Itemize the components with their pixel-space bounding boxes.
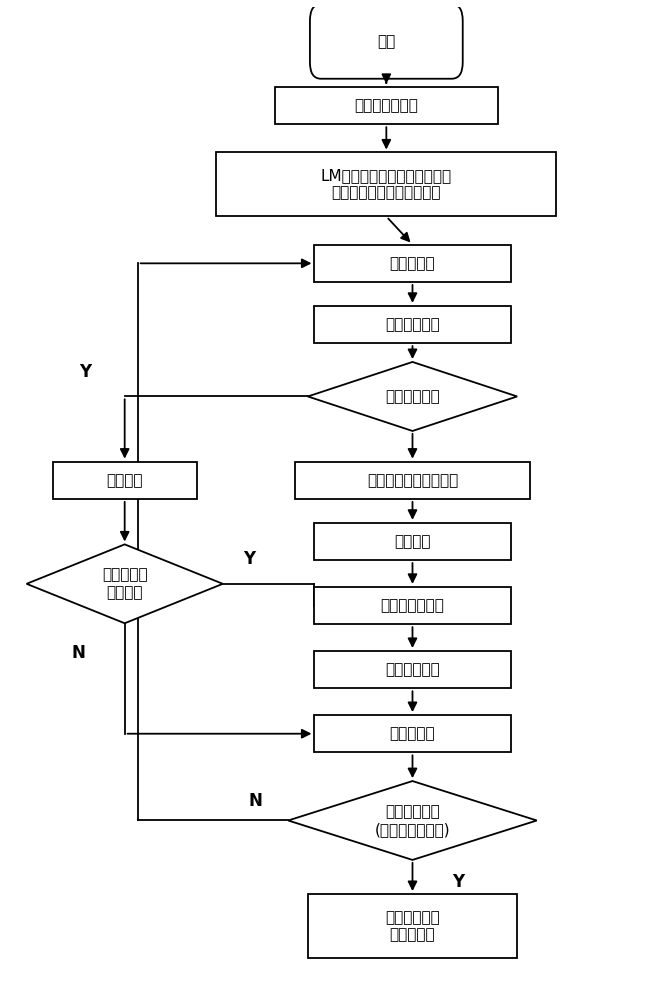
- FancyBboxPatch shape: [53, 462, 196, 499]
- Text: 开始: 开始: [377, 34, 395, 49]
- Text: 更新决策域: 更新决策域: [389, 726, 436, 741]
- FancyBboxPatch shape: [315, 715, 510, 752]
- Text: Y: Y: [79, 363, 92, 381]
- Text: 更新荧光素: 更新荧光素: [389, 256, 436, 271]
- Text: 统计概率选择优秀个体: 统计概率选择优秀个体: [367, 473, 458, 488]
- Text: LM神经网络的均方误差函数作
为萤火虫个体的适应度函数: LM神经网络的均方误差函数作 为萤火虫个体的适应度函数: [321, 168, 452, 201]
- FancyBboxPatch shape: [315, 651, 510, 688]
- FancyBboxPatch shape: [216, 152, 556, 216]
- FancyBboxPatch shape: [295, 462, 530, 499]
- FancyBboxPatch shape: [315, 245, 510, 282]
- Text: 满足终止条件
(精度或迭代次数): 满足终止条件 (精度或迭代次数): [375, 804, 450, 837]
- Text: Y: Y: [243, 550, 255, 568]
- Text: N: N: [248, 792, 263, 810]
- FancyBboxPatch shape: [315, 306, 510, 343]
- Text: 随机分布萤火虫: 随机分布萤火虫: [355, 98, 418, 113]
- FancyBboxPatch shape: [315, 523, 510, 560]
- Text: Y: Y: [452, 873, 464, 891]
- FancyBboxPatch shape: [275, 87, 498, 124]
- FancyBboxPatch shape: [310, 4, 463, 79]
- Text: 更新步长: 更新步长: [394, 534, 431, 549]
- Text: 邻域集合为空: 邻域集合为空: [385, 389, 440, 404]
- FancyBboxPatch shape: [308, 894, 517, 958]
- Polygon shape: [27, 544, 223, 623]
- Text: 更新萤火虫位置: 更新萤火虫位置: [381, 598, 444, 613]
- Text: 输出最优网络
权值和阈值: 输出最优网络 权值和阈值: [385, 910, 440, 942]
- Text: N: N: [72, 644, 86, 662]
- Text: 计算适应度值: 计算适应度值: [385, 662, 440, 677]
- Text: 随机移动: 随机移动: [106, 473, 143, 488]
- Text: 移动后个体
位置更优: 移动后个体 位置更优: [102, 568, 148, 600]
- Polygon shape: [288, 781, 537, 860]
- Text: 计算邻域集合: 计算邻域集合: [385, 317, 440, 332]
- Polygon shape: [308, 362, 517, 431]
- FancyBboxPatch shape: [315, 587, 510, 624]
